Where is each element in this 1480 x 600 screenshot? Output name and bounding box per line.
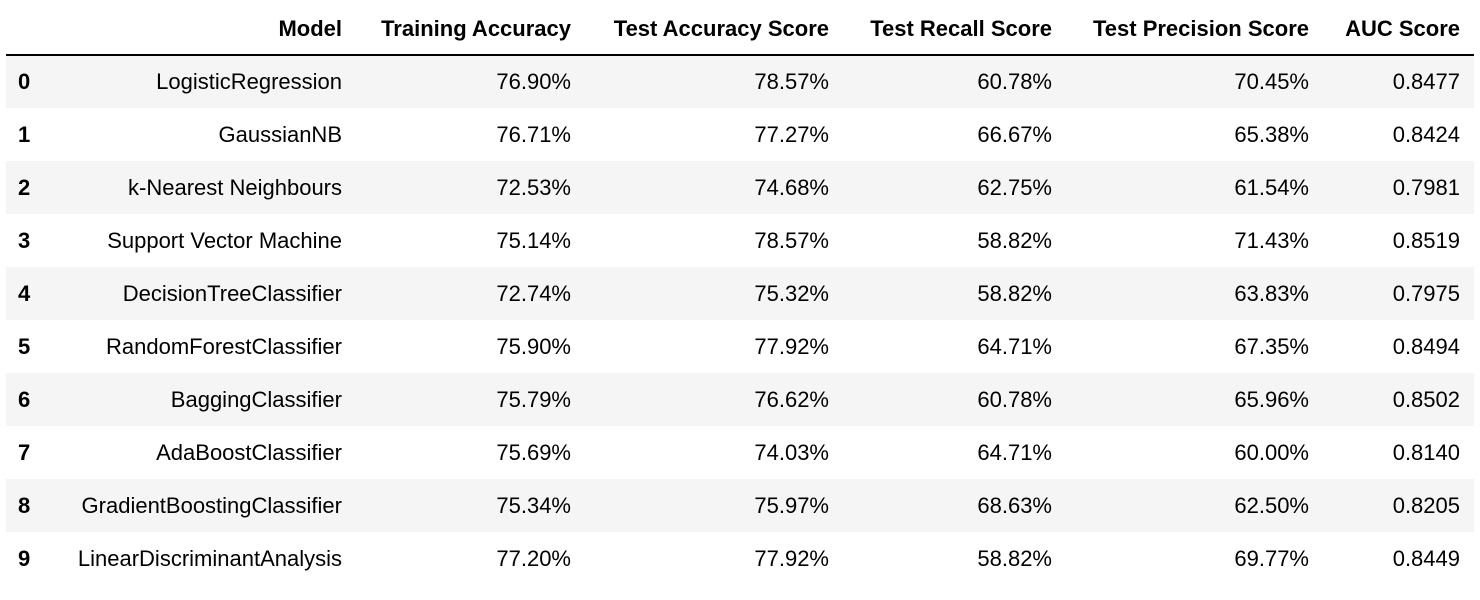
cell-model: LinearDiscriminantAnalysis — [77, 545, 342, 571]
row-index: 6 — [18, 386, 31, 412]
cell-auc: 0.8519 — [1392, 227, 1460, 253]
cell-auc: 0.8494 — [1392, 333, 1460, 359]
row-index: 7 — [18, 439, 31, 465]
cell-model: GaussianNB — [218, 121, 342, 147]
cell-test-precision: 70.45% — [1234, 69, 1309, 94]
cell-test-accuracy: 78.57% — [754, 227, 829, 253]
cell-test-accuracy: 76.62% — [754, 386, 829, 412]
cell-auc: 0.8449 — [1392, 545, 1460, 571]
column-header-test-accuracy: Test Accuracy Score — [585, 4, 843, 56]
table-row: 4 DecisionTreeClassifier 72.74% 75.32% 58.82… — [6, 267, 1474, 320]
cell-model: Support Vector Machine — [107, 227, 342, 253]
row-index: 2 — [18, 174, 31, 200]
cell-training-accuracy: 72.53% — [496, 174, 571, 200]
table-row: 3 Support Vector Machine 75.14% 78.57% 58.82… — [6, 214, 1474, 267]
cell-test-accuracy: 77.92% — [754, 545, 829, 571]
cell-training-accuracy: 75.79% — [496, 386, 571, 412]
cell-test-recall: 66.67% — [977, 121, 1052, 147]
cell-training-accuracy: 75.90% — [496, 333, 571, 359]
table-row: 8 GradientBoostingClassifier 75.34% 75.97% 6… — [6, 479, 1474, 532]
row-index: 8 — [18, 492, 31, 518]
cell-test-recall: 58.82% — [977, 280, 1052, 306]
cell-auc: 0.8502 — [1392, 386, 1460, 412]
table-row: 1 GaussianNB 76.71% 77.27% 66.67% 65.38% 0.842… — [6, 108, 1474, 161]
table-row: 2 k-Nearest Neighbours 72.53% 74.68% 62.75% 6… — [6, 161, 1474, 214]
cell-training-accuracy: 77.20% — [496, 545, 571, 571]
cell-training-accuracy: 72.74% — [496, 280, 571, 306]
cell-model: BaggingClassifier — [170, 386, 342, 412]
cell-test-accuracy: 75.97% — [754, 492, 829, 518]
cell-training-accuracy: 76.90% — [496, 69, 571, 94]
cell-test-accuracy: 77.27% — [754, 121, 829, 147]
cell-auc: 0.7975 — [1392, 280, 1460, 306]
cell-test-precision: 67.35% — [1234, 333, 1309, 359]
cell-test-precision: 69.77% — [1234, 545, 1309, 571]
row-index: 1 — [18, 121, 31, 147]
cell-auc: 0.8140 — [1392, 439, 1460, 465]
column-header-test-precision: Test Precision Score — [1066, 4, 1323, 56]
cell-training-accuracy: 75.69% — [496, 439, 571, 465]
table-row: 6 BaggingClassifier 75.79% 76.62% 60.78% 65.9… — [6, 373, 1474, 426]
row-index: 0 — [18, 69, 31, 94]
column-header-model: Model — [54, 4, 356, 56]
cell-auc: 0.8477 — [1392, 69, 1460, 94]
cell-auc: 0.7981 — [1392, 174, 1460, 200]
results-table: Model Training Accuracy Test Accuracy Sc… — [6, 4, 1474, 585]
cell-model: DecisionTreeClassifier — [122, 280, 342, 306]
cell-auc: 0.8424 — [1392, 121, 1460, 147]
index-header — [6, 4, 54, 56]
cell-training-accuracy: 75.14% — [496, 227, 571, 253]
cell-test-precision: 63.83% — [1234, 280, 1309, 306]
cell-test-recall: 64.71% — [977, 439, 1052, 465]
cell-test-precision: 65.96% — [1234, 386, 1309, 412]
table-body: 0 LogisticRegression 76.90% 78.57% 60.78% 70.… — [6, 55, 1474, 585]
cell-test-precision: 62.50% — [1234, 492, 1309, 518]
cell-auc: 0.8205 — [1392, 492, 1460, 518]
cell-test-accuracy: 77.92% — [754, 333, 829, 359]
table-row: 0 LogisticRegression 76.90% 78.57% 60.78% 70.… — [6, 55, 1474, 108]
cell-model: LogisticRegression — [156, 69, 342, 94]
column-header-auc: AUC Score — [1323, 4, 1474, 56]
cell-test-precision: 60.00% — [1234, 439, 1309, 465]
table-row: 9 LinearDiscriminantAnalysis 77.20% 77.92% 5… — [6, 532, 1474, 585]
cell-test-precision: 61.54% — [1234, 174, 1309, 200]
cell-training-accuracy: 75.34% — [496, 492, 571, 518]
cell-test-accuracy: 74.03% — [754, 439, 829, 465]
cell-model: k-Nearest Neighbours — [128, 174, 342, 200]
column-header-training-accuracy: Training Accuracy — [356, 4, 585, 56]
row-index: 3 — [18, 227, 31, 253]
cell-test-recall: 58.82% — [977, 545, 1052, 571]
cell-test-accuracy: 74.68% — [754, 174, 829, 200]
row-index: 5 — [18, 333, 31, 359]
cell-model: AdaBoostClassifier — [156, 439, 342, 465]
table-row: 5 RandomForestClassifier 75.90% 77.92% 64.71… — [6, 320, 1474, 373]
table-row: 7 AdaBoostClassifier 75.69% 74.03% 64.71% 60.… — [6, 426, 1474, 479]
cell-test-recall: 58.82% — [977, 227, 1052, 253]
cell-test-precision: 71.43% — [1234, 227, 1309, 253]
cell-model: RandomForestClassifier — [106, 333, 342, 359]
cell-test-recall: 60.78% — [977, 386, 1052, 412]
cell-test-recall: 62.75% — [977, 174, 1052, 200]
row-index: 4 — [18, 280, 31, 306]
header-row: Model Training Accuracy Test Accuracy Sc… — [6, 4, 1474, 56]
cell-model: GradientBoostingClassifier — [81, 492, 342, 518]
column-header-test-recall: Test Recall Score — [843, 4, 1066, 56]
cell-test-recall: 64.71% — [977, 333, 1052, 359]
row-index: 9 — [18, 545, 31, 571]
cell-test-recall: 68.63% — [977, 492, 1052, 518]
cell-test-accuracy: 78.57% — [754, 69, 829, 94]
cell-test-accuracy: 75.32% — [754, 280, 829, 306]
cell-test-precision: 65.38% — [1234, 121, 1309, 147]
cell-training-accuracy: 76.71% — [496, 121, 571, 147]
cell-test-recall: 60.78% — [977, 69, 1052, 94]
